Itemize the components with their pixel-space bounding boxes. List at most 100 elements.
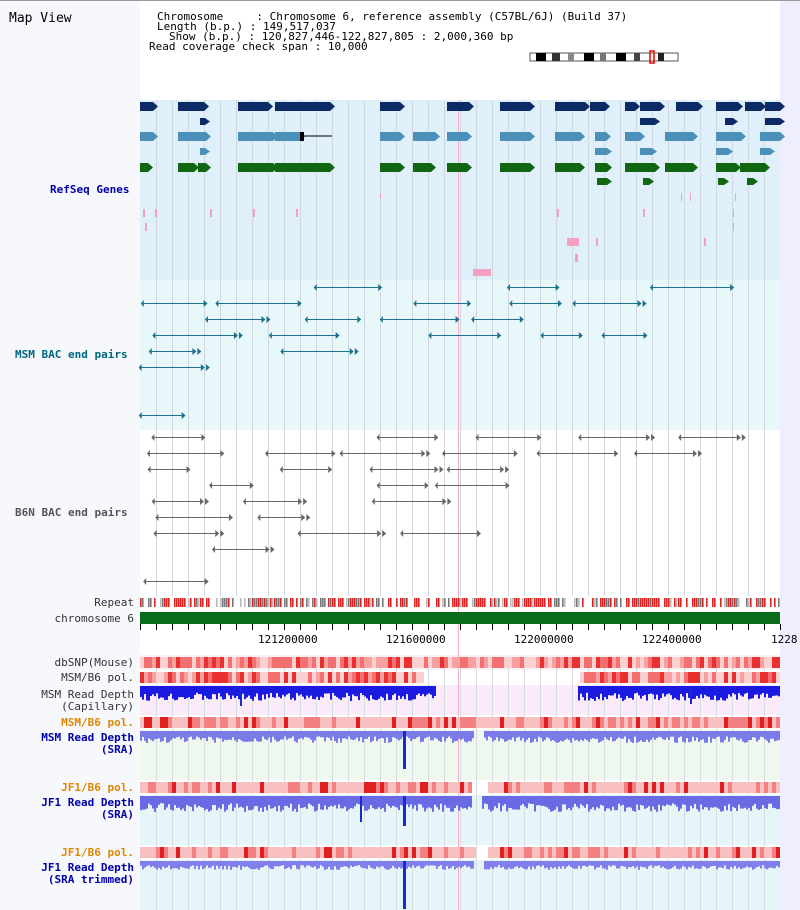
repeat-mark: [480, 598, 482, 607]
gene-block: [413, 132, 435, 141]
polymorphism-cell: [336, 782, 340, 793]
depth-bar: [610, 796, 612, 811]
bac-end-marker: [439, 466, 444, 473]
track-label-chromosome[interactable]: chromosome 6: [54, 612, 134, 625]
depth-bar: [506, 796, 508, 812]
depth-bar: [542, 861, 544, 866]
depth-bar: [586, 686, 588, 693]
depth-bar: [706, 686, 708, 697]
polymorphism-cell: [424, 657, 428, 668]
track-label-jf1-depth-trim[interactable]: JF1 Read Depth: [41, 861, 134, 874]
track-label-msm-pol-1[interactable]: MSM/B6 pol.: [61, 671, 134, 684]
bac-end-marker: [519, 316, 524, 323]
polymorphism-cell: [728, 782, 732, 793]
repeat-mark: [658, 598, 660, 607]
show-key: Show (b.p.): [169, 30, 242, 43]
depth-bar: [258, 686, 260, 701]
polymorphism-cell: [596, 782, 600, 793]
depth-bar: [622, 731, 624, 739]
depth-bar: [226, 796, 228, 810]
depth-bar: [288, 796, 290, 808]
repeat-mark: [608, 598, 610, 607]
depth-bar: [562, 796, 564, 805]
polymorphism-cell: [500, 847, 504, 858]
depth-bar: [166, 731, 168, 743]
track-label-msm-depth-sra[interactable]: MSM Read Depth: [41, 731, 134, 744]
track-label-jf1-depth-sra[interactable]: JF1 Read Depth: [41, 796, 134, 809]
depth-bar: [738, 796, 740, 805]
depth-bar: [576, 861, 578, 869]
depth-bar: [312, 796, 314, 807]
repeat-mark: [642, 598, 644, 607]
repeat-mark: [320, 598, 322, 607]
repeat-mark: [270, 598, 272, 607]
depth-bar: [290, 686, 292, 700]
track-label-dbsnp[interactable]: dbSNP(Mouse): [54, 656, 134, 669]
depth-bar: [210, 686, 212, 700]
depth-bar: [632, 861, 634, 867]
bac-end-marker: [215, 530, 220, 537]
repeat-mark: [606, 598, 608, 607]
gene-block: [380, 163, 400, 172]
track-label-b6n-bac[interactable]: B6N BAC end pairs: [15, 506, 128, 519]
track-label-jf1-pol-2[interactable]: JF1/B6 pol.: [61, 846, 134, 859]
depth-bar: [686, 686, 688, 694]
polymorphism-cell: [232, 717, 236, 728]
polymorphism-cell: [296, 782, 300, 793]
repeat-mark: [668, 598, 670, 607]
bac-end-marker: [354, 348, 359, 355]
bac-end-marker: [536, 450, 540, 457]
depth-bar: [368, 731, 370, 737]
depth-bar: [226, 731, 228, 741]
pink-feature: [473, 269, 491, 276]
repeat-mark: [196, 598, 198, 607]
polymorphism-cell: [680, 782, 684, 793]
track-label-msm-pol-2[interactable]: MSM/B6 pol.: [61, 716, 134, 729]
polymorphism-cell: [560, 657, 564, 668]
repeat-mark: [418, 598, 420, 607]
depth-bar: [704, 861, 706, 867]
polymorphism-cell: [400, 657, 404, 668]
polymorphism-cell: [332, 782, 336, 793]
gene-block: [716, 148, 728, 155]
track-label-repeat[interactable]: Repeat: [94, 596, 134, 609]
track-label-msm-bac[interactable]: MSM BAC end pairs: [15, 348, 128, 361]
bac-end-marker: [280, 348, 284, 355]
gene-arrow: [761, 102, 766, 111]
depth-bar: [548, 731, 550, 739]
depth-bar: [524, 731, 526, 743]
depth-bar: [516, 861, 518, 867]
depth-bar: [600, 796, 602, 805]
polymorphism-cell: [408, 672, 412, 683]
gene-arrow: [780, 102, 785, 111]
repeat-mark: [184, 598, 186, 607]
depth-bar: [644, 861, 646, 868]
depth-bar: [656, 686, 658, 695]
depth-bar: [684, 731, 686, 743]
track-label-msm-depth-cap[interactable]: MSM Read Depth: [41, 688, 134, 701]
repeat-mark: [758, 598, 760, 607]
polymorphism-cell: [568, 782, 572, 793]
depth-bar: [592, 796, 594, 808]
polymorphism-cell: [640, 717, 644, 728]
depth-bar: [712, 796, 714, 808]
depth-bar: [448, 731, 450, 737]
repeat-mark: [340, 598, 342, 607]
track-label-refseq[interactable]: RefSeq Genes: [50, 183, 130, 196]
depth-bar: [224, 731, 226, 740]
depth-bar: [718, 686, 720, 701]
depth-bar: [250, 686, 252, 699]
polymorphism-cell: [340, 847, 344, 858]
bac-end-marker: [467, 300, 472, 307]
depth-bar: [146, 731, 148, 743]
depth-bar: [742, 796, 744, 809]
track-label-jf1-pol-1[interactable]: JF1/B6 pol.: [61, 781, 134, 794]
depth-bar: [636, 686, 638, 693]
depth-bar: [534, 796, 536, 812]
depth-bar: [550, 861, 552, 868]
polymorphism-cell: [224, 672, 228, 683]
polymorphism-cell: [696, 672, 700, 683]
depth-bar: [298, 861, 300, 870]
